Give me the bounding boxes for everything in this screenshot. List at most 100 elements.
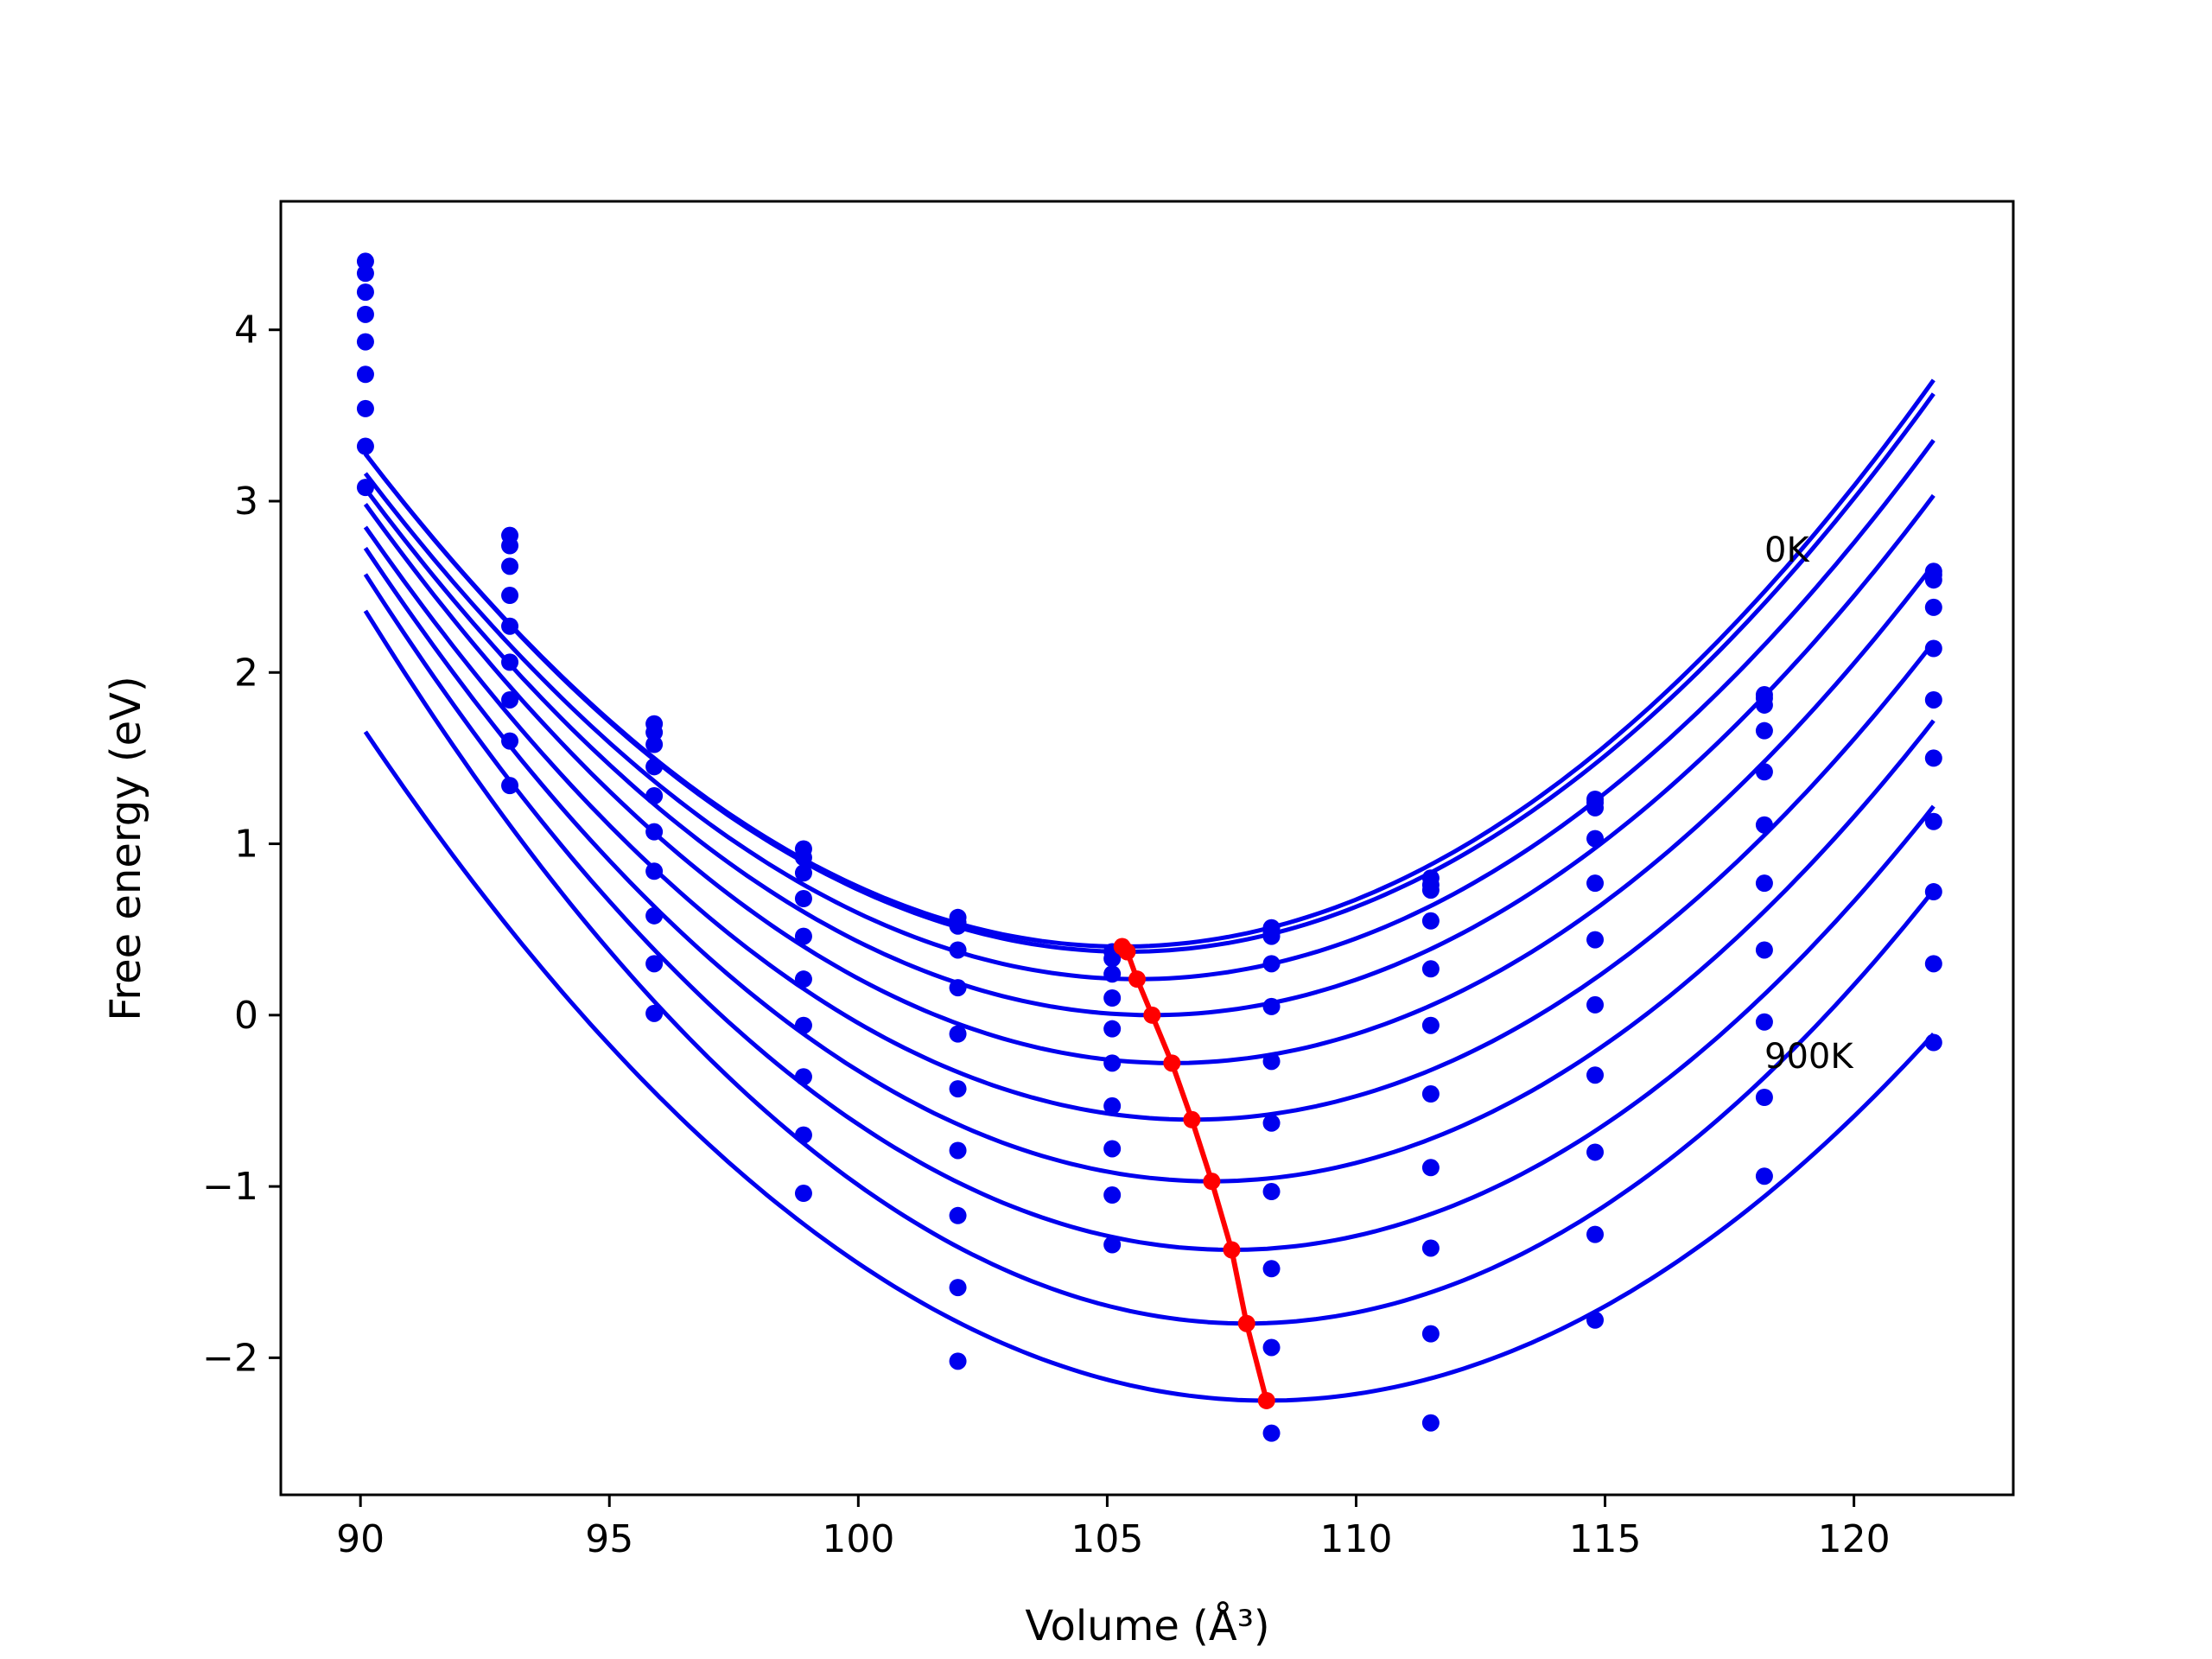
data-point — [1586, 995, 1605, 1014]
x-tick-label: 110 — [1319, 1517, 1392, 1561]
data-point — [1262, 997, 1281, 1015]
data-point — [1755, 874, 1773, 893]
data-points — [356, 252, 1942, 1442]
minimum-point — [1163, 1054, 1181, 1072]
data-point — [1103, 1140, 1122, 1158]
minimum-point — [1128, 970, 1146, 988]
y-axis-label: Free energy (eV) — [102, 676, 150, 1020]
minimum-point — [1203, 1173, 1221, 1191]
data-point — [1924, 598, 1942, 616]
data-point — [501, 617, 519, 635]
fit-curve — [363, 573, 1936, 1252]
minimum-trace — [1120, 944, 1269, 1402]
data-point — [356, 264, 374, 283]
data-point — [949, 1206, 967, 1224]
fit-curve — [363, 609, 1936, 1326]
y-tick-label: −2 — [202, 1336, 258, 1380]
data-point — [501, 732, 519, 750]
annotation-0k: 0K — [1764, 531, 1810, 570]
data-point — [1586, 931, 1605, 949]
data-point — [645, 906, 664, 925]
data-point — [1103, 950, 1122, 968]
fit-curve — [363, 503, 1936, 1065]
data-point — [1103, 1054, 1122, 1072]
data-point — [794, 864, 812, 882]
data-point — [1262, 1338, 1281, 1357]
data-point — [949, 917, 967, 935]
data-point — [794, 1126, 812, 1144]
data-point — [356, 252, 374, 270]
data-point — [1262, 1424, 1281, 1442]
x-axis-ticks: 90 95 100 105 110 115 120 — [336, 1495, 1891, 1561]
fit-curve — [363, 392, 1936, 955]
fit-curve — [363, 730, 1936, 1403]
annotation-900k: 900K — [1764, 1037, 1854, 1077]
data-point — [794, 1185, 812, 1203]
data-point — [1924, 690, 1942, 709]
data-point — [645, 758, 664, 776]
data-point — [356, 365, 374, 384]
y-tick-label: 2 — [234, 651, 258, 695]
data-point — [1103, 1096, 1122, 1115]
data-point — [645, 723, 664, 741]
data-point — [1262, 1260, 1281, 1278]
minimum-point — [1257, 1391, 1275, 1409]
data-point — [1755, 721, 1773, 740]
data-point — [1755, 763, 1773, 781]
data-point — [1421, 1325, 1440, 1343]
data-point — [1103, 988, 1122, 1007]
data-point — [794, 1068, 812, 1086]
data-point — [794, 849, 812, 867]
minimum-line — [1113, 938, 1275, 1409]
data-point — [645, 862, 664, 880]
data-point — [501, 557, 519, 575]
data-point — [645, 955, 664, 973]
y-tick-label: −1 — [202, 1165, 258, 1209]
data-point — [1421, 1085, 1440, 1103]
data-point — [1924, 812, 1942, 830]
data-point — [1755, 1088, 1773, 1106]
data-point — [1586, 798, 1605, 817]
plot-frame — [279, 200, 2015, 1497]
data-point — [356, 479, 374, 497]
data-point — [1924, 955, 1942, 973]
data-point — [949, 1279, 967, 1297]
data-point — [1586, 1066, 1605, 1084]
fit-curve — [363, 546, 1936, 1184]
data-point — [1421, 912, 1440, 930]
data-point — [1924, 749, 1942, 767]
data-point — [1103, 1236, 1122, 1254]
x-tick-label: 95 — [585, 1517, 633, 1561]
y-tick-label: 0 — [234, 994, 258, 1038]
data-point — [356, 399, 374, 417]
data-point — [1262, 955, 1281, 973]
data-point — [1755, 696, 1773, 714]
data-point — [794, 927, 812, 945]
fit-curve — [363, 525, 1936, 1122]
data-point — [356, 333, 374, 351]
data-point — [1586, 830, 1605, 848]
data-point — [949, 1352, 967, 1370]
data-point — [1262, 927, 1281, 945]
y-tick-label: 4 — [234, 308, 258, 353]
data-point — [1421, 1239, 1440, 1257]
data-point — [645, 1004, 664, 1022]
minimum-point — [1223, 1241, 1241, 1259]
data-point — [1586, 874, 1605, 893]
data-point — [1586, 1143, 1605, 1161]
data-point — [794, 970, 812, 988]
y-axis-ticks: −2 −1 0 1 2 3 4 — [202, 308, 281, 1380]
data-point — [501, 690, 519, 709]
data-point — [1421, 881, 1440, 899]
data-point — [356, 283, 374, 302]
data-point — [356, 305, 374, 323]
data-point — [1755, 941, 1773, 959]
minimum-point — [1143, 1006, 1161, 1024]
data-point — [645, 787, 664, 805]
y-tick-label: 3 — [234, 480, 258, 524]
fit-curve — [363, 439, 1936, 982]
data-point — [1421, 1159, 1440, 1177]
data-point — [1103, 1020, 1122, 1038]
data-point — [794, 1016, 812, 1034]
